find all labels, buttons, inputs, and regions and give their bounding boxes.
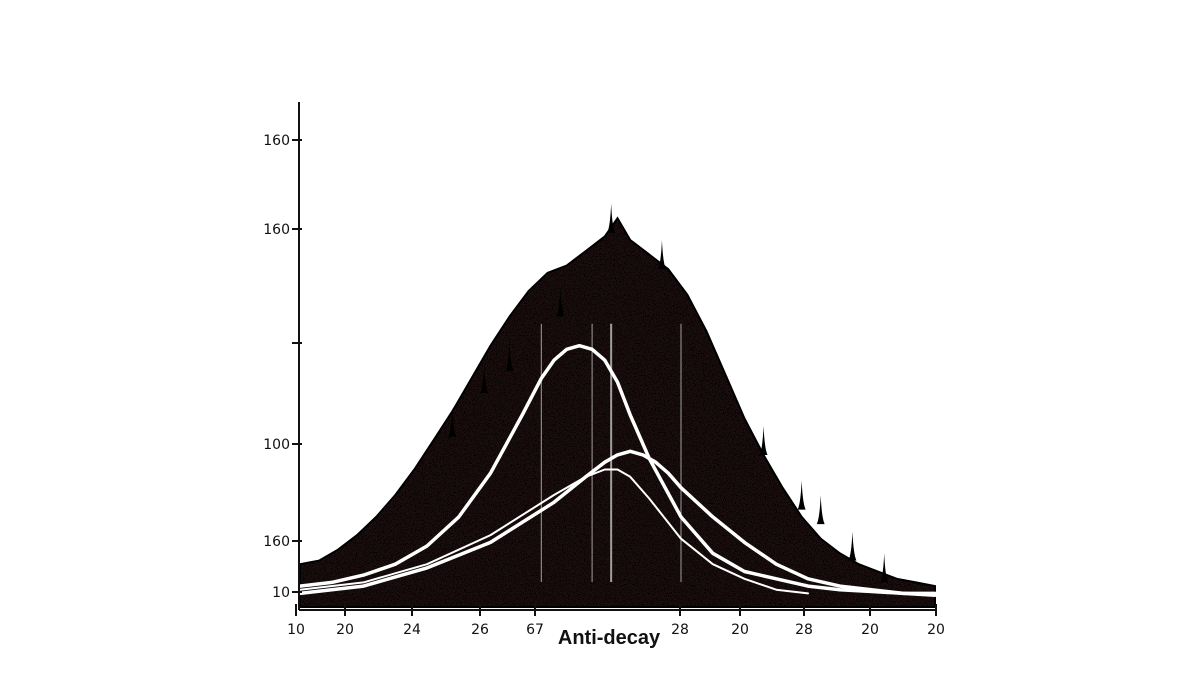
white-curves — [298, 343, 937, 597]
x-tick-label-7: 28 — [795, 622, 813, 638]
x-tick-label-2: 24 — [403, 622, 421, 638]
spike-mark-1 — [556, 287, 565, 317]
spike-mark-8 — [816, 495, 825, 525]
x-tick-label-0: 10 — [287, 622, 305, 638]
spike-mark-9 — [848, 531, 857, 561]
y-tick-label-1: 160 — [263, 534, 290, 550]
series-area-outline — [299, 216, 936, 608]
x-axis-title: Anti-decay — [558, 627, 661, 649]
x-tick-label-8: 20 — [861, 622, 879, 638]
spike-mark-0 — [607, 203, 616, 233]
y-tick-label-4: 160 — [263, 222, 290, 238]
x-tick-label-6: 20 — [731, 622, 749, 638]
x-tick-label-1: 20 — [336, 622, 354, 638]
spike-mark-6 — [759, 425, 768, 455]
x-tick-label-5: 28 — [671, 622, 689, 638]
spike-mark-7 — [797, 480, 806, 510]
filled-area — [299, 216, 936, 608]
y-tick-label-2: 100 — [263, 437, 290, 453]
spike-mark-4 — [448, 407, 457, 437]
series-curve-2 — [298, 449, 937, 597]
x-tick-label-3: 26 — [471, 622, 489, 638]
spike-mark-3 — [480, 363, 489, 394]
spike-mark-2 — [505, 342, 514, 372]
series-curve-1 — [298, 343, 937, 596]
y-ticks: 10 160 100 160 160 — [263, 133, 302, 601]
y-tick-label-5: 160 — [263, 133, 290, 149]
series-curve-3 — [299, 468, 809, 595]
spike-mark-5 — [657, 240, 666, 270]
x-ticks: 10 20 24 26 67 28 20 28 20 20 — [287, 604, 945, 638]
x-tick-label-9: 20 — [927, 622, 945, 638]
spike-mark-10 — [880, 553, 889, 583]
y-tick-label-0: 10 — [272, 585, 290, 601]
x-tick-label-4: 67 — [526, 622, 544, 638]
series-area-grain — [300, 218, 935, 607]
